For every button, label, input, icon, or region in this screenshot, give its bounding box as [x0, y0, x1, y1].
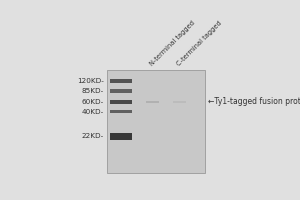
Text: N-terminal tagged: N-terminal tagged — [148, 20, 196, 67]
Bar — [146, 101, 159, 103]
Bar — [173, 101, 186, 103]
Text: C-terminal tagged: C-terminal tagged — [176, 20, 224, 67]
Bar — [146, 101, 159, 103]
Text: 40KD-: 40KD- — [82, 109, 104, 115]
Bar — [110, 110, 132, 113]
Bar — [110, 79, 132, 83]
Bar — [146, 101, 159, 103]
Bar — [173, 101, 186, 103]
Text: 85KD-: 85KD- — [82, 88, 104, 94]
Bar — [173, 101, 186, 103]
Text: 120KD-: 120KD- — [77, 78, 104, 84]
Bar — [146, 101, 159, 103]
Text: 22KD-: 22KD- — [82, 133, 104, 139]
Bar — [173, 101, 186, 102]
Bar — [173, 101, 186, 103]
Bar — [173, 101, 186, 103]
Bar — [146, 101, 159, 103]
Bar — [173, 101, 186, 103]
Bar — [110, 89, 132, 93]
Bar — [173, 101, 186, 103]
Bar — [173, 101, 186, 103]
Text: 60KD-: 60KD- — [82, 99, 104, 105]
Bar — [146, 101, 159, 103]
Text: ←Ty1-tagged fusion protein: ←Ty1-tagged fusion protein — [208, 97, 300, 106]
Bar — [173, 101, 186, 103]
Bar — [146, 101, 159, 103]
Bar — [146, 101, 159, 103]
Bar — [110, 133, 132, 140]
Bar — [110, 100, 132, 104]
Bar — [146, 101, 159, 103]
Bar — [107, 70, 205, 173]
Bar — [146, 101, 159, 103]
Bar — [173, 101, 186, 103]
Bar — [146, 101, 159, 103]
